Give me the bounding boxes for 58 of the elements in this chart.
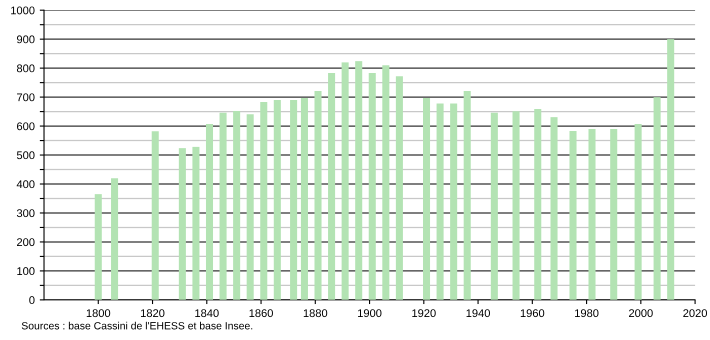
bar (450, 103, 458, 300)
y-tick-label: 800 (16, 64, 35, 72)
bar (368, 73, 376, 300)
x-tick-label: 1940 (466, 309, 490, 318)
x-tick-label: 1900 (358, 309, 382, 318)
bar (464, 91, 471, 300)
x-tick-label: 1960 (520, 309, 544, 318)
bar (382, 65, 390, 300)
bar (490, 112, 498, 300)
bar (355, 61, 362, 300)
bar (274, 100, 281, 300)
y-tick-label: 500 (16, 151, 35, 160)
y-tick-label: 600 (17, 122, 35, 130)
bar (342, 62, 349, 300)
bar (178, 148, 186, 300)
bar (300, 98, 308, 300)
bar (422, 98, 430, 300)
x-tick-label: 1920 (412, 309, 436, 318)
bar (290, 100, 298, 300)
x-tick-label: 1980 (575, 309, 599, 318)
x-tick-label: 1840 (195, 309, 219, 318)
x-tick-label: 1820 (141, 309, 164, 318)
bar (246, 114, 254, 300)
y-tick-label: 300 (16, 209, 35, 218)
bar (512, 111, 520, 300)
x-tick-label: 2000 (629, 309, 653, 318)
bar (152, 131, 159, 300)
bar (534, 108, 542, 300)
y-tick-label: 1000 (11, 6, 35, 14)
bar (260, 102, 268, 300)
bar (94, 194, 102, 300)
bar (328, 73, 336, 300)
bar (233, 111, 240, 300)
y-tick-label: 200 (17, 238, 35, 246)
x-tick-label: 1800 (86, 309, 110, 318)
y-tick-label: 900 (16, 35, 35, 44)
bar (588, 128, 596, 300)
bar (111, 178, 118, 300)
bar (654, 97, 661, 300)
bar (206, 124, 214, 300)
y-tick-label: 400 (16, 180, 35, 188)
source-note: Sources : base Cassini de l'EHESS et base Insee. (22, 322, 252, 330)
bar (436, 103, 444, 300)
bar (220, 112, 227, 300)
bar (634, 124, 642, 300)
bar (314, 91, 322, 300)
x-tick-label: 1860 (250, 309, 273, 318)
y-tick-label: 0 (29, 296, 35, 304)
bar (569, 130, 577, 300)
y-tick-label: 100 (17, 267, 35, 276)
bar (396, 76, 403, 300)
bar (667, 39, 674, 300)
bar (192, 146, 200, 300)
bar (550, 117, 558, 300)
x-tick-label: 2020 (683, 309, 708, 318)
x-tick-label: 1880 (304, 309, 328, 318)
y-tick-label: 700 (17, 93, 35, 102)
bar (610, 128, 618, 300)
